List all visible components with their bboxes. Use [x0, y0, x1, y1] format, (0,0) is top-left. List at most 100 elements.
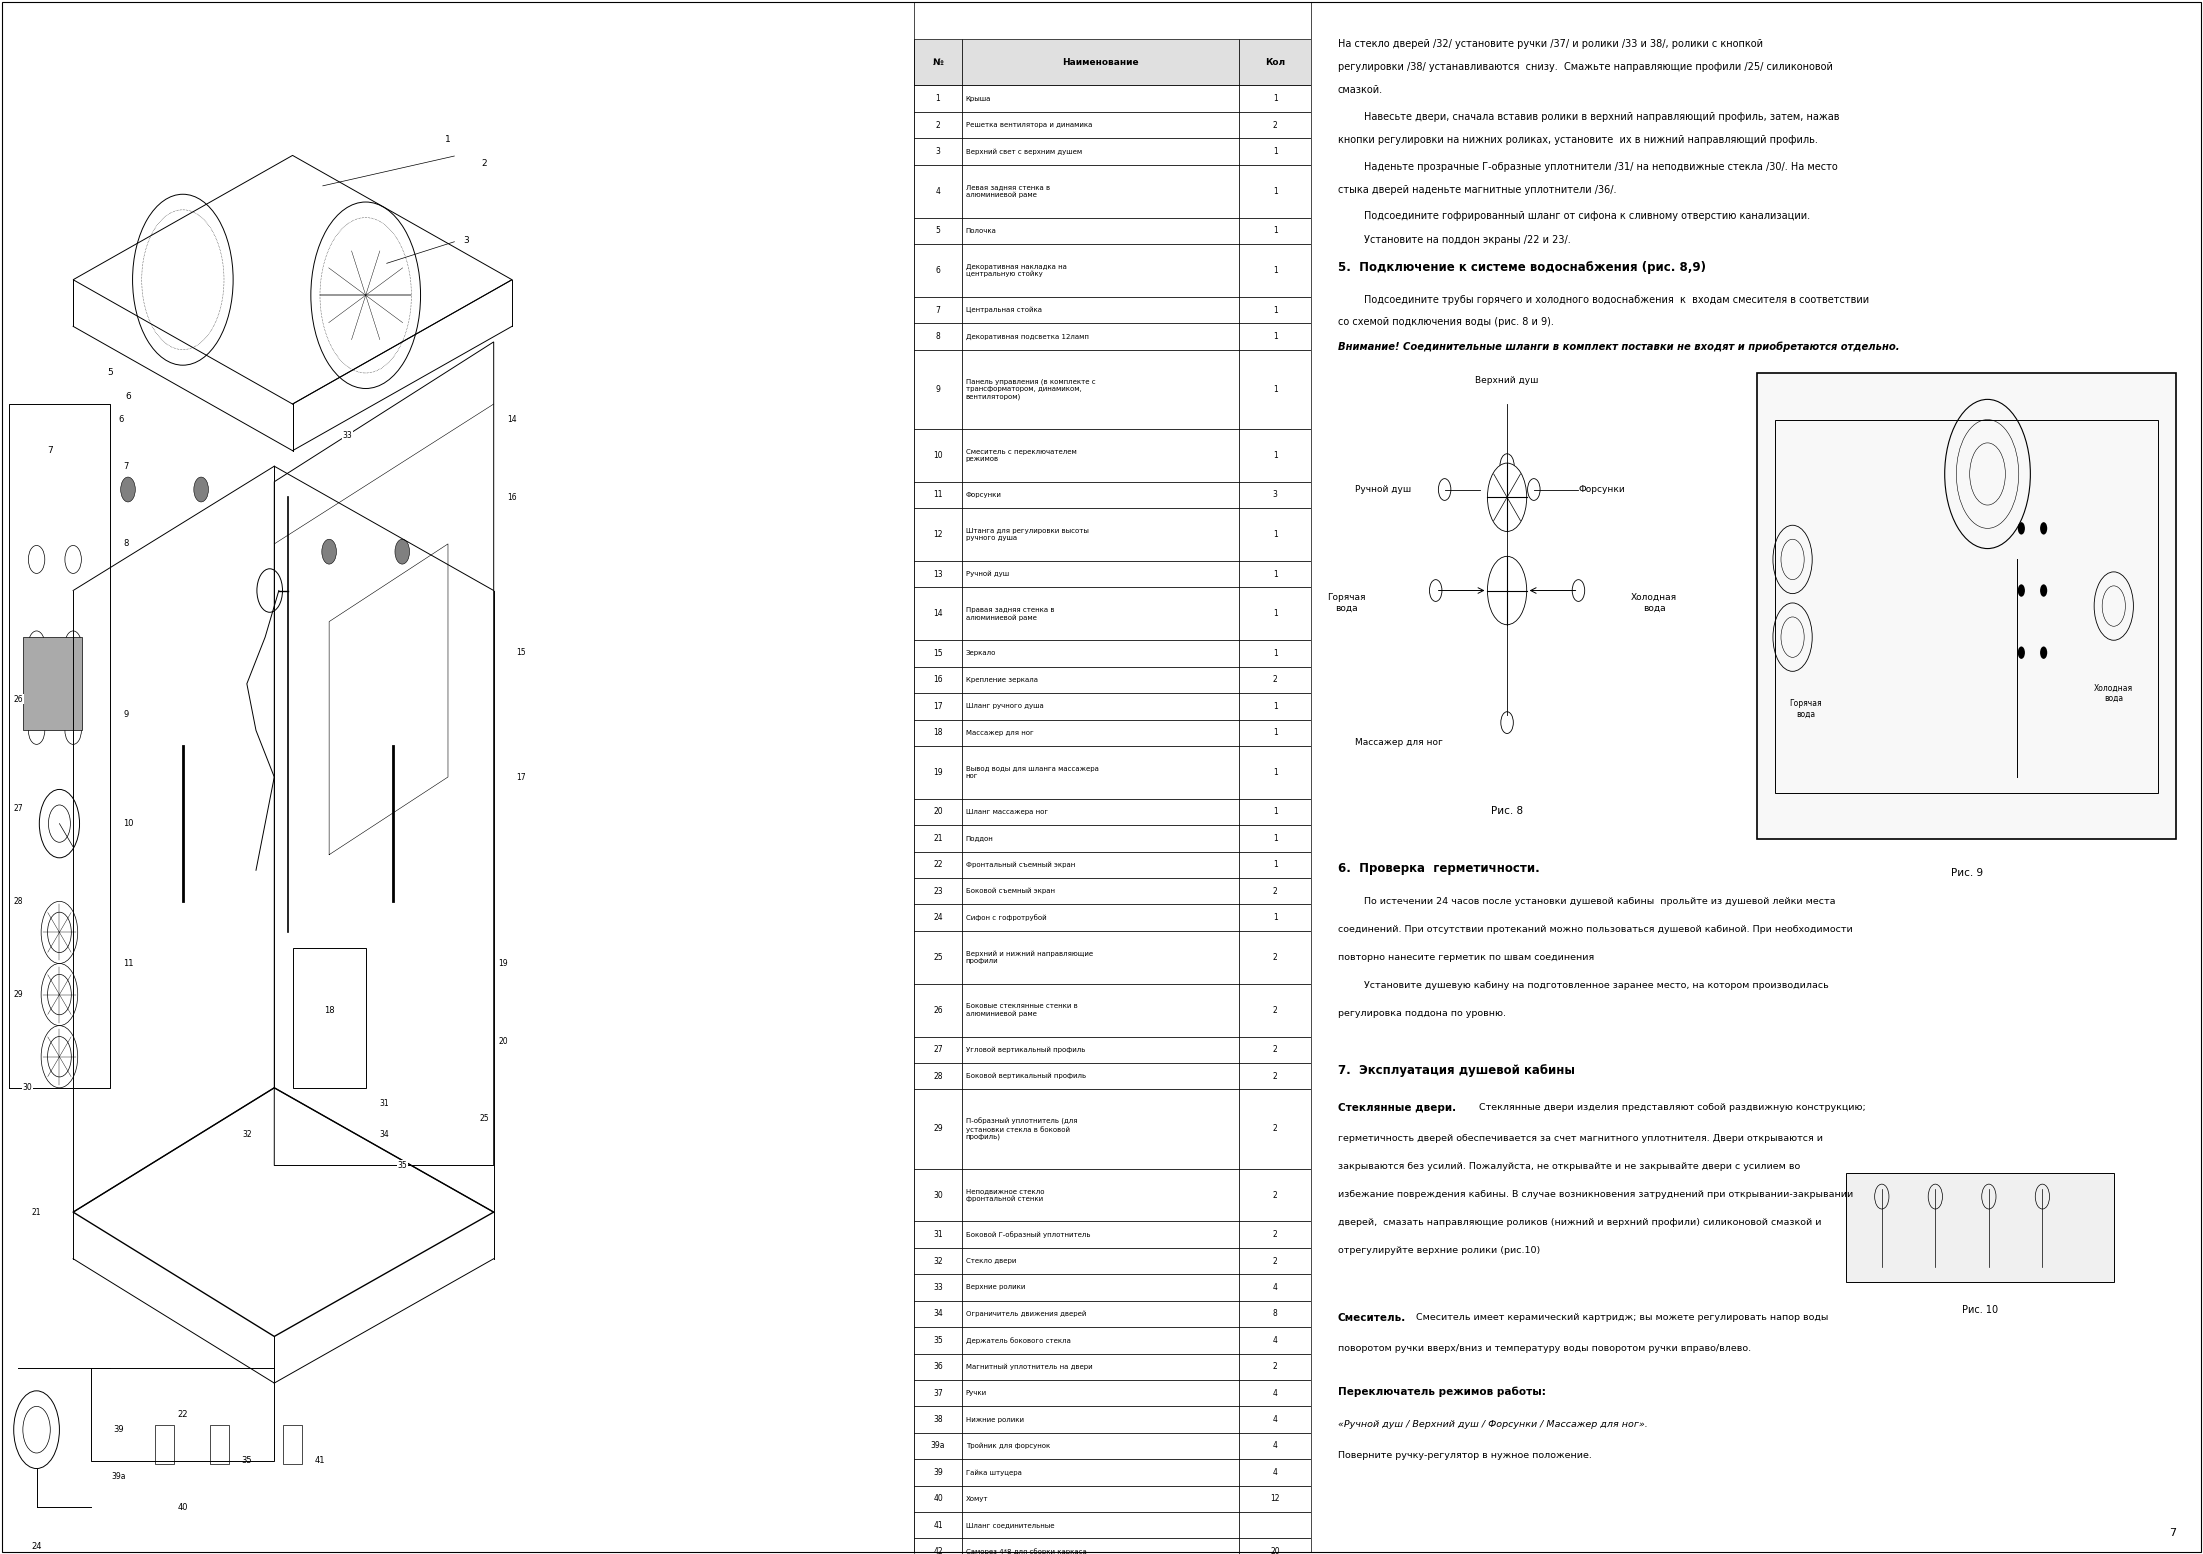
Text: герметичность дверей обеспечивается за счет магнитного уплотнителя. Двери открыв: герметичность дверей обеспечивается за с…	[1337, 1134, 1822, 1144]
Bar	[1240, 587, 1311, 640]
Bar	[914, 904, 963, 931]
Bar	[914, 720, 963, 746]
Bar	[914, 1301, 963, 1327]
Text: 30: 30	[934, 1190, 943, 1200]
Text: 27: 27	[13, 803, 22, 813]
Bar	[293, 948, 366, 1088]
Text: 1: 1	[1273, 729, 1278, 737]
Text: Левая задняя стенка в
алюминиевой раме: Левая задняя стенка в алюминиевой раме	[965, 185, 1051, 197]
Text: Ручной душ: Ручной душ	[1355, 485, 1412, 494]
Bar	[963, 323, 1240, 350]
Text: 1: 1	[1273, 306, 1278, 314]
Text: По истечении 24 часов после установки душевой кабины  прольйте из душевой лейки : По истечении 24 часов после установки ду…	[1364, 897, 1835, 906]
Text: Рис. 10: Рис. 10	[1963, 1305, 1998, 1315]
Text: Нижние ролики: Нижние ролики	[965, 1417, 1024, 1422]
Bar	[1240, 640, 1311, 667]
Bar	[914, 1327, 963, 1354]
Text: Саморез 4*8 для сборки каркаса: Саморез 4*8 для сборки каркаса	[965, 1548, 1086, 1554]
Bar	[1240, 878, 1311, 904]
Text: Неподвижное стекло
фронтальной стенки: Неподвижное стекло фронтальной стенки	[965, 1189, 1044, 1201]
Bar	[1240, 1380, 1311, 1406]
Bar	[963, 350, 1240, 429]
Text: 20: 20	[934, 808, 943, 816]
Text: 1: 1	[1273, 768, 1278, 777]
Text: Рис. 8: Рис. 8	[1491, 807, 1522, 816]
Text: закрываются без усилий. Пожалуйста, не открывайте и не закрывайте двери с усилие: закрываются без усилий. Пожалуйста, не о…	[1337, 1162, 1800, 1172]
Text: Правая задняя стенка в
алюминиевой раме: Правая задняя стенка в алюминиевой раме	[965, 608, 1055, 620]
Text: 25: 25	[480, 1114, 489, 1124]
Bar	[93, 1368, 275, 1461]
Bar	[914, 1486, 963, 1512]
Text: 29: 29	[934, 1125, 943, 1133]
Text: 3: 3	[463, 236, 469, 246]
Bar	[22, 637, 82, 730]
Text: 26: 26	[934, 1005, 943, 1015]
Text: 41: 41	[934, 1521, 943, 1529]
Text: 21: 21	[934, 834, 943, 842]
Bar	[914, 1354, 963, 1380]
Text: Фронтальный съемный экран: Фронтальный съемный экран	[965, 861, 1075, 869]
Bar	[914, 1380, 963, 1406]
Text: Боковой Г-образный уплотнитель: Боковой Г-образный уплотнитель	[965, 1231, 1090, 1239]
Bar	[914, 429, 963, 482]
Bar	[914, 746, 963, 799]
Circle shape	[1487, 463, 1527, 531]
Text: 1: 1	[1273, 148, 1278, 155]
Bar	[963, 984, 1240, 1037]
Text: отрегулируйте верхние ролики (рис.10): отрегулируйте верхние ролики (рис.10)	[1337, 1246, 1540, 1256]
Bar	[914, 508, 963, 561]
Bar	[914, 984, 963, 1037]
Text: 10: 10	[123, 819, 134, 828]
Bar	[963, 1248, 1240, 1274]
Text: Крыша: Крыша	[965, 96, 991, 101]
Text: Смеситель имеет керамический картридж; вы можете регулировать напор воды: Смеситель имеет керамический картридж; в…	[1414, 1313, 1828, 1322]
Text: 20: 20	[1271, 1548, 1280, 1554]
Text: 2: 2	[1273, 1231, 1278, 1239]
Text: Панель управления (в комплекте с
трансформатором, динамиком,
вентилятором): Панель управления (в комплекте с трансфо…	[965, 379, 1095, 399]
Text: поворотом ручки вверх/вниз и температуру воды поворотом ручки вправо/влево.: поворотом ручки вверх/вниз и температуру…	[1337, 1344, 1751, 1354]
Text: 4: 4	[1273, 1336, 1278, 1344]
Bar	[1240, 1037, 1311, 1063]
Bar	[914, 244, 963, 297]
Text: 9: 9	[123, 710, 128, 720]
Bar	[1240, 1433, 1311, 1459]
Bar	[914, 667, 963, 693]
Text: 14: 14	[507, 415, 518, 424]
Bar	[963, 508, 1240, 561]
Bar	[914, 1406, 963, 1433]
Bar	[914, 112, 963, 138]
Bar	[1240, 165, 1311, 218]
Text: 19: 19	[934, 768, 943, 777]
Bar	[1240, 984, 1311, 1037]
Text: Поверните ручку-регулятор в нужное положение.: Поверните ручку-регулятор в нужное полож…	[1337, 1451, 1591, 1461]
Text: со схемой подключения воды (рис. 8 и 9).: со схемой подключения воды (рис. 8 и 9).	[1337, 317, 1553, 326]
Bar	[963, 112, 1240, 138]
Bar	[1240, 1512, 1311, 1538]
Bar	[963, 1221, 1240, 1248]
Bar	[963, 720, 1240, 746]
Bar	[963, 297, 1240, 323]
Bar	[1240, 39, 1311, 85]
Text: стыка дверей наденьте магнитные уплотнители /36/.: стыка дверей наденьте магнитные уплотнит…	[1337, 185, 1617, 194]
Text: Хомут: Хомут	[965, 1497, 989, 1501]
Text: Магнитный уплотнитель на двери: Магнитный уплотнитель на двери	[965, 1363, 1093, 1371]
Bar	[1240, 482, 1311, 508]
Text: 1: 1	[1273, 834, 1278, 842]
Text: 1: 1	[1273, 530, 1278, 539]
Text: Установите душевую кабину на подготовленное заранее место, на котором производил: Установите душевую кабину на подготовлен…	[1364, 981, 1828, 990]
Bar	[1240, 297, 1311, 323]
Bar	[914, 323, 963, 350]
Bar	[1240, 1327, 1311, 1354]
Bar	[963, 1512, 1240, 1538]
Text: 2: 2	[1273, 953, 1278, 962]
Text: 12: 12	[1271, 1495, 1280, 1503]
Text: 2: 2	[1273, 1257, 1278, 1265]
Bar	[1240, 1169, 1311, 1221]
Bar	[963, 1459, 1240, 1486]
Text: 34: 34	[934, 1310, 943, 1318]
Text: избежание повреждения кабины. В случае возникновения затруднений при открывании-: избежание повреждения кабины. В случае в…	[1337, 1190, 1853, 1200]
Bar	[914, 1063, 963, 1089]
Text: 1: 1	[1273, 451, 1278, 460]
Text: Смеситель.: Смеситель.	[1337, 1313, 1406, 1322]
Text: Стеклянные двери изделия представляют собой раздвижную конструкцию;: Стеклянные двери изделия представляют со…	[1476, 1103, 1866, 1113]
